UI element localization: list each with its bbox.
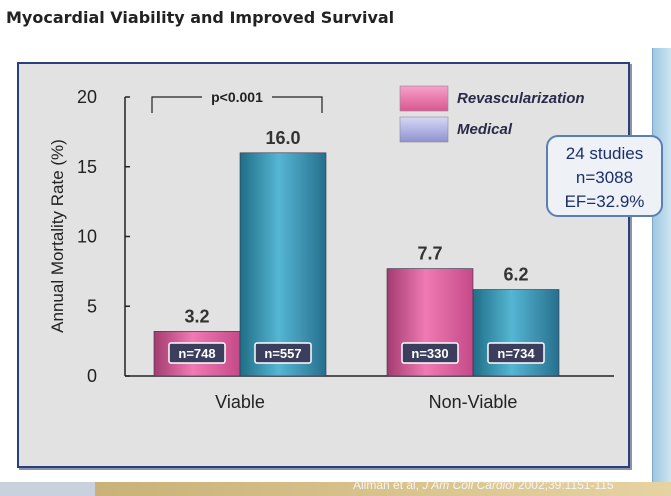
bar-medical-viable [239,152,327,377]
n-label: n=330 [411,346,448,361]
y-tick-label: 5 [87,296,97,316]
background-strip [652,48,671,482]
n-label: n=748 [178,346,215,361]
legend-label-revascularization: Revascularization [457,90,585,107]
n-label: n=557 [264,346,301,361]
n-label: n=734 [497,346,535,361]
citation-journal: J Am Coll Cardiol [422,478,515,492]
stats-line-n: n=3088 [575,168,634,187]
citation-authors: Allman et al, [353,478,423,492]
n-label-box [168,342,226,364]
citation-details: 2002;39:1151-115 [514,478,614,492]
citation: Allman et al, J Am Coll Cardiol 2002;39:… [353,478,614,492]
legend-label-medical: Medical [457,121,513,138]
x-tick-label: Non-Viable [429,392,518,412]
y-axis-label: Annual Mortality Rate (%) [48,139,67,333]
stats-box: 24 studies n=3088 EF=32.9% [546,135,663,217]
stats-line-studies: 24 studies [565,144,644,163]
y-tick-label: 20 [77,87,97,107]
chart-panel: 0 5 10 15 20 Annual Mortality Rate (%) 3.2 n=7… [17,62,630,468]
background-band [0,482,671,496]
x-tick-label: Viable [215,392,265,412]
y-tick-label: 0 [87,366,97,386]
stats-line-ef: EF=32.9% [564,192,645,211]
legend-swatch-medical [399,116,449,143]
n-label-box [254,342,312,364]
bar-value-label: 3.2 [184,306,209,326]
significance-label: p<0.001 [211,89,263,105]
legend-swatch-revascularization [399,85,449,112]
n-label-box [401,342,459,364]
significance-bracket-left [151,96,202,113]
bar-value-label: 7.7 [417,244,442,264]
page-title: Myocardial Viability and Improved Surviv… [6,8,395,27]
y-tick-label: 10 [77,227,97,247]
bar-value-label: 6.2 [503,265,528,285]
bar-value-label: 16.0 [265,128,300,148]
bar-chart: 0 5 10 15 20 Annual Mortality Rate (%) 3.2 n=7… [48,85,614,412]
y-tick-label: 15 [77,157,97,177]
significance-bracket-right [272,96,323,113]
n-label-box [487,342,545,364]
